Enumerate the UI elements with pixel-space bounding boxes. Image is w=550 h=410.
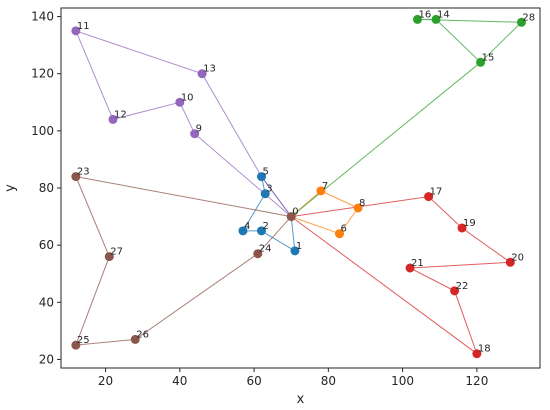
point-label-17: 17 <box>430 187 443 198</box>
point-15 <box>476 57 486 67</box>
point-label-13: 13 <box>203 64 216 75</box>
point-25 <box>71 340 81 350</box>
point-19 <box>457 223 467 233</box>
point-label-12: 12 <box>114 109 127 120</box>
point-27 <box>104 252 114 262</box>
point-label-1: 1 <box>296 241 302 252</box>
point-14 <box>431 14 441 24</box>
point-label-28: 28 <box>522 12 535 23</box>
point-11 <box>71 26 81 36</box>
points-layer <box>71 14 526 359</box>
point-12 <box>108 114 118 124</box>
x-axis-label: x <box>297 392 305 407</box>
point-18 <box>472 349 482 359</box>
point-22 <box>450 286 460 296</box>
point-26 <box>130 334 140 344</box>
y-tick-label: 140 <box>31 10 54 24</box>
point-label-25: 25 <box>77 335 90 346</box>
y-tick-label: 20 <box>39 352 54 366</box>
point-label-8: 8 <box>359 198 365 209</box>
point-label-3: 3 <box>266 184 272 195</box>
route-line-2 <box>290 190 359 235</box>
point-8 <box>353 203 363 213</box>
x-tick-label: 80 <box>321 374 336 388</box>
depot-label: 0 <box>292 207 298 218</box>
x-tick-label: 60 <box>246 374 261 388</box>
y-tick-label: 60 <box>39 238 54 252</box>
y-tick-label: 120 <box>31 67 54 81</box>
point-label-5: 5 <box>263 167 269 178</box>
point-label-9: 9 <box>196 124 202 135</box>
point-28 <box>516 17 526 27</box>
point-16 <box>412 14 422 24</box>
point-label-4: 4 <box>244 221 250 232</box>
y-tick-label: 40 <box>39 295 54 309</box>
y-tick-label: 80 <box>39 181 54 195</box>
x-tick-label: 40 <box>172 374 187 388</box>
point-label-26: 26 <box>136 329 149 340</box>
point-24 <box>253 249 263 259</box>
point-label-2: 2 <box>263 221 269 232</box>
point-4 <box>238 226 248 236</box>
plot-frame <box>60 7 541 369</box>
route-line-4 <box>290 196 512 356</box>
routes-layer <box>75 18 523 356</box>
point-label-15: 15 <box>482 52 495 63</box>
point-label-22: 22 <box>456 281 469 292</box>
point-5 <box>257 172 267 182</box>
point-label-10: 10 <box>181 92 194 103</box>
labels-layer: 1234567891011121314151617181920212223242… <box>77 9 535 354</box>
point-label-14: 14 <box>437 9 450 20</box>
x-tick-label: 120 <box>465 374 488 388</box>
point-20 <box>505 257 515 267</box>
point-23 <box>71 172 81 182</box>
point-2 <box>257 226 267 236</box>
point-17 <box>424 192 434 202</box>
point-label-7: 7 <box>322 181 328 192</box>
x-axis-ticks: 20 40 60 80 100 120 <box>98 368 488 388</box>
x-tick-label: 100 <box>391 374 414 388</box>
point-label-21: 21 <box>411 258 424 269</box>
point-10 <box>175 97 185 107</box>
point-label-18: 18 <box>478 344 491 355</box>
point-7 <box>316 186 326 196</box>
point-label-6: 6 <box>340 224 346 235</box>
route-line-5 <box>75 30 292 217</box>
point-label-11: 11 <box>77 21 90 32</box>
point-6 <box>334 229 344 239</box>
point-label-27: 27 <box>110 247 123 258</box>
point-21 <box>405 263 415 273</box>
point-label-20: 20 <box>511 252 524 263</box>
y-tick-label: 100 <box>31 124 54 138</box>
point-label-24: 24 <box>259 244 272 255</box>
point-label-16: 16 <box>418 9 431 20</box>
point-13 <box>197 69 207 79</box>
point-label-19: 19 <box>463 218 476 229</box>
point-1 <box>290 246 300 256</box>
y-axis-label: y <box>3 184 18 192</box>
x-tick-label: 20 <box>98 374 113 388</box>
point-9 <box>190 129 200 139</box>
point-3 <box>260 189 270 199</box>
point-label-23: 23 <box>77 167 90 178</box>
depot-point <box>286 212 296 222</box>
y-axis-ticks: 20 40 60 80 100 120 140 <box>31 10 61 366</box>
